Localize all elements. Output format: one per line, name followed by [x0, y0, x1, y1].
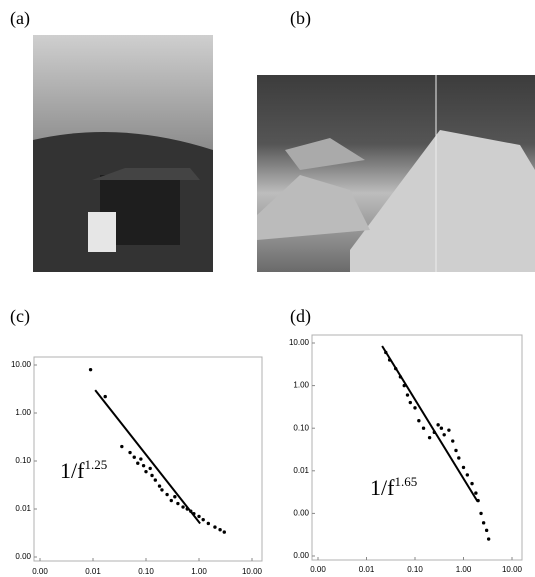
y-tick-label: 0.01	[15, 504, 31, 513]
x-tick-label: 0.00	[310, 565, 326, 574]
data-point	[457, 456, 461, 460]
x-tick-label: 0.10	[407, 565, 423, 574]
data-point	[206, 521, 211, 526]
y-tick-label: 0.00	[293, 551, 309, 560]
data-point	[181, 505, 185, 509]
annotation: 1/f1.25	[60, 457, 107, 483]
data-point	[120, 444, 124, 449]
x-tick-label: 0.10	[138, 567, 154, 576]
data-point	[447, 428, 451, 432]
annotation-exponent: 1.25	[84, 457, 107, 472]
annotation-exponent: 1.65	[394, 474, 417, 489]
data-point	[160, 488, 164, 492]
data-point	[139, 457, 143, 461]
data-point	[427, 435, 432, 440]
data-point	[408, 400, 412, 405]
data-point	[88, 367, 93, 372]
fit-line	[94, 389, 201, 525]
panel-label: (b)	[290, 8, 311, 29]
data-point	[484, 528, 489, 533]
panel-label: (a)	[10, 8, 30, 29]
data-point	[474, 491, 478, 495]
data-point	[413, 406, 417, 410]
data-point	[213, 525, 217, 529]
data-point	[173, 495, 177, 499]
panel-label: (d)	[290, 306, 311, 327]
data-point	[479, 511, 483, 516]
plot-frame	[33, 356, 263, 562]
y-tick-label: 10.00	[289, 338, 310, 347]
annotation-base: 1/f	[60, 458, 85, 483]
data-point	[218, 528, 222, 532]
x-tick-label: 10.00	[242, 567, 263, 576]
x-tick-label: 0.01	[359, 565, 375, 574]
x-tick-label: 1.00	[456, 565, 472, 574]
data-point	[103, 394, 107, 399]
data-point	[436, 423, 440, 427]
x-tick-label: 10.00	[502, 565, 523, 574]
data-point	[157, 484, 162, 488]
data-point	[486, 537, 491, 541]
plot-frame	[311, 334, 523, 561]
data-point	[454, 448, 458, 453]
data-point	[153, 478, 158, 482]
data-point	[201, 517, 205, 522]
y-tick-label: 0.10	[293, 423, 309, 432]
data-point	[169, 498, 173, 503]
fit-line	[381, 345, 479, 503]
data-point	[421, 426, 426, 430]
x-tick-label: 0.00	[32, 567, 48, 576]
data-point	[148, 466, 152, 471]
data-point	[165, 492, 169, 497]
data-point	[405, 393, 410, 397]
y-tick-label: 0.00	[15, 552, 31, 561]
data-point	[144, 469, 148, 474]
data-point	[481, 521, 486, 525]
x-tick-label: 0.01	[85, 567, 101, 576]
data-point	[136, 461, 140, 465]
annotation: 1/f1.65	[370, 474, 417, 500]
data-point	[417, 418, 421, 423]
y-tick-label: 1.00	[15, 408, 31, 417]
data-point	[451, 439, 455, 443]
photo-a	[33, 35, 213, 272]
data-point	[442, 433, 446, 437]
data-point	[176, 501, 180, 506]
x-tick-label: 1.00	[191, 567, 207, 576]
annotation-base: 1/f	[370, 475, 395, 500]
y-tick-label: 1.00	[293, 381, 309, 390]
data-point	[222, 530, 226, 534]
data-point	[150, 473, 154, 478]
y-tick-label: 0.01	[293, 466, 309, 475]
data-point	[141, 463, 146, 468]
data-point	[470, 481, 474, 486]
data-point	[461, 465, 466, 470]
panel-label: (c)	[10, 306, 30, 327]
photo-b	[257, 75, 535, 272]
data-point	[197, 514, 201, 519]
data-point	[465, 473, 470, 477]
y-tick-label: 10.00	[11, 360, 32, 369]
data-point	[439, 426, 444, 430]
y-tick-label: 0.00	[293, 509, 309, 518]
data-point	[128, 450, 132, 455]
data-point	[132, 455, 136, 459]
y-tick-label: 0.10	[15, 456, 31, 465]
